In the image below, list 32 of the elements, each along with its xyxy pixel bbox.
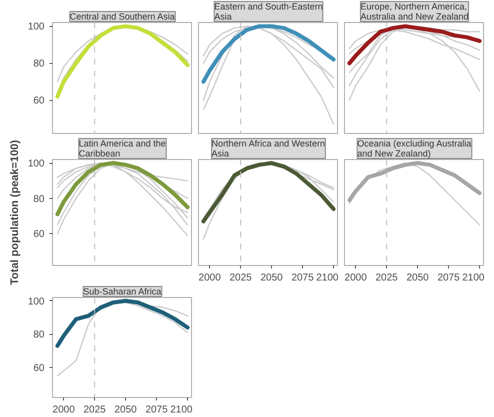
y-tick-label: 80 <box>33 330 45 341</box>
x-tick-label: 2100 <box>316 272 339 284</box>
y-tick-label: 100 <box>28 158 45 170</box>
x-tick-label: 2100 <box>462 272 485 284</box>
x-tick-label: 2050 <box>406 272 430 284</box>
chart-title: Eastern and South-Eastern Asia <box>214 2 323 22</box>
x-tick-label: 2000 <box>52 404 76 416</box>
chart-title: Oceania (excluding Australia and New Zealand) <box>357 138 472 158</box>
x-tick-label: 2050 <box>260 272 284 284</box>
chart-title: Sub-Saharan Africa <box>83 286 162 296</box>
chart-title: Latin America and the Caribbean <box>78 138 166 158</box>
y-tick-label: 100 <box>28 296 45 308</box>
y-tick-label: 80 <box>33 58 45 70</box>
y-tick-label: 80 <box>33 194 45 205</box>
x-tick-label: 2075 <box>145 404 168 416</box>
x-tick-label: 2050 <box>114 404 138 416</box>
x-tick-label: 2025 <box>230 272 252 284</box>
chart-title: Central and Southern Asia <box>70 12 175 22</box>
x-tick-label: 2000 <box>344 272 368 284</box>
x-tick-label: 2100 <box>170 404 193 416</box>
y-tick-label: 60 <box>33 363 45 374</box>
x-tick-label: 2075 <box>437 272 460 284</box>
y-tick-label: 60 <box>33 96 45 107</box>
x-tick-label: 2075 <box>291 272 314 284</box>
y-tick-label: 100 <box>28 22 45 33</box>
chart-title: Northern Africa and Western Asia <box>212 138 325 158</box>
y-tick-label: 60 <box>33 229 45 240</box>
x-tick-label: 2025 <box>84 404 106 416</box>
y-axis-title: Total population (peak=100) <box>8 140 21 285</box>
x-tick-label: 2000 <box>198 272 222 284</box>
chart-title: Europe, Northern America, Australia and New Zealand <box>360 2 469 22</box>
x-tick-label: 2025 <box>376 272 398 284</box>
